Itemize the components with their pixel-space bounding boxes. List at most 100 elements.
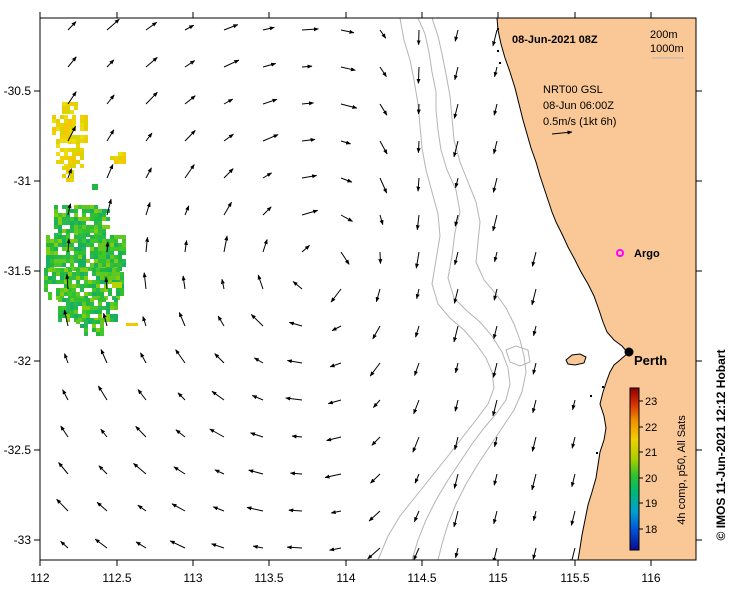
sst-pixel — [46, 243, 50, 247]
sst-pixel — [94, 239, 98, 243]
sst-pixel — [68, 272, 72, 276]
sst-pixel — [90, 302, 94, 306]
argo-label: Argo — [634, 248, 660, 260]
sst-pixel — [80, 324, 84, 328]
sst-pixel — [90, 255, 94, 259]
sst-pixel — [80, 272, 84, 276]
sst-pixel — [62, 259, 66, 263]
sst-pixel — [76, 160, 80, 164]
sst-pixel — [70, 302, 74, 306]
sst-pixel — [56, 144, 60, 148]
sst-pixel — [60, 272, 64, 276]
sst-pixel — [84, 115, 88, 119]
colorbar-tick-label: 22 — [645, 422, 657, 434]
sst-pixel — [108, 292, 112, 296]
sst-pixel — [96, 280, 100, 284]
sst-pixel — [84, 119, 88, 123]
sst-pixel — [90, 243, 94, 247]
sst-pixel — [50, 259, 54, 263]
perth-marker — [625, 348, 634, 357]
sst-pixel — [110, 255, 114, 259]
sst-pixel — [96, 268, 100, 272]
sst-pixel — [68, 276, 72, 280]
sst-pixel — [66, 310, 70, 314]
sst-pixel — [98, 217, 102, 221]
sst-pixel — [84, 280, 88, 284]
sst-pixel — [64, 152, 68, 156]
sst-pixel — [64, 127, 68, 131]
sst-pixel — [44, 268, 48, 272]
sst-pixel — [64, 123, 68, 127]
sst-pixel — [122, 160, 126, 164]
sst-pixel — [114, 243, 118, 247]
sst-pixel — [68, 123, 72, 127]
sst-pixel — [90, 251, 94, 255]
sst-pixel — [68, 268, 72, 272]
sst-pixel — [74, 221, 78, 225]
sst-pixel — [54, 259, 58, 263]
sst-pixel — [74, 314, 78, 318]
sst-pixel — [110, 243, 114, 247]
sst-pixel — [50, 251, 54, 255]
sst-pixel — [94, 310, 98, 314]
sst-pixel — [86, 259, 90, 263]
sst-pixel — [122, 239, 126, 243]
sst-pixel — [66, 314, 70, 318]
sst-pixel — [58, 213, 62, 217]
sst-pixel — [62, 255, 66, 259]
sst-pixel — [106, 217, 110, 221]
sst-pixel — [92, 184, 98, 190]
sst-pixel — [80, 119, 84, 123]
perth-label: Perth — [634, 353, 667, 368]
sst-pixel — [66, 110, 70, 114]
sst-pixel — [84, 276, 88, 280]
sst-pixel — [74, 239, 78, 243]
sst-pixel — [54, 255, 58, 259]
sst-pixel — [90, 263, 94, 267]
sst-pixel — [64, 292, 68, 296]
sst-pixel — [70, 243, 74, 247]
sst-pixel — [54, 243, 58, 247]
sst-pixel — [70, 225, 74, 229]
sst-pixel — [48, 280, 52, 284]
sst-pixel — [88, 280, 92, 284]
sst-pixel — [92, 324, 96, 328]
sst-pixel — [78, 229, 82, 233]
sst-pixel — [70, 110, 74, 114]
sst-pixel — [98, 209, 102, 213]
sst-pixel — [54, 205, 58, 209]
sst-pixel — [74, 298, 78, 302]
sst-pixel — [86, 243, 90, 247]
sst-pixel — [54, 221, 58, 225]
sst-pixel — [58, 259, 62, 263]
sst-pixel — [44, 272, 48, 276]
sst-pixel — [70, 306, 74, 310]
sst-pixel — [64, 115, 68, 119]
sst-pixel — [92, 284, 96, 288]
sst-pixel — [64, 135, 68, 139]
colorbar-tick-label: 23 — [645, 396, 657, 408]
sst-pixel — [84, 332, 88, 336]
sst-pixel — [94, 209, 98, 213]
sst-pixel — [104, 284, 108, 288]
sst-pixel — [84, 324, 88, 328]
sst-pixel — [74, 302, 78, 306]
sst-pixel — [84, 139, 88, 143]
sst-pixel — [60, 148, 64, 152]
sst-pixel — [44, 288, 48, 292]
sst-pixel — [76, 284, 80, 288]
sst-pixel — [72, 276, 76, 280]
sst-pixel — [72, 156, 76, 160]
sst-pixel — [96, 284, 100, 288]
sst-pixel — [68, 292, 72, 296]
sst-pixel — [122, 247, 126, 251]
sst-pixel — [104, 272, 108, 276]
sst-pixel — [62, 243, 66, 247]
map-title: 08-Jun-2021 08Z — [512, 34, 598, 46]
sst-pixel — [66, 229, 70, 233]
sst-pixel — [48, 292, 52, 296]
sst-pixel — [82, 229, 86, 233]
sst-pixel — [122, 235, 126, 239]
sst-pixel — [66, 235, 70, 239]
